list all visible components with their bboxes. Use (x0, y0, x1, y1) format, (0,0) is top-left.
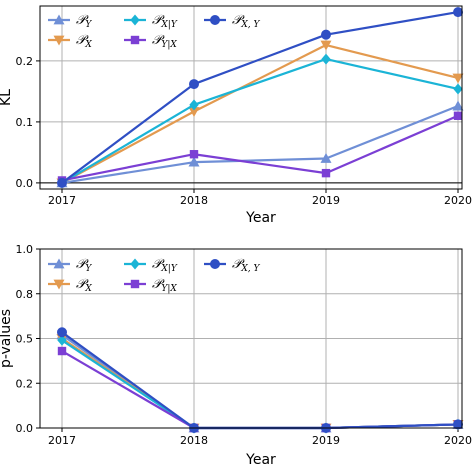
y-tick-label: 0.2 (16, 55, 34, 68)
series-line (61, 57, 459, 184)
data-point (453, 83, 463, 95)
legend-label: 𝒫Y (76, 257, 92, 274)
legend-label: 𝒫X|Y (152, 13, 178, 30)
data-point (189, 79, 199, 90)
data-point (452, 73, 464, 84)
y-tick-label: 0.5 (16, 333, 34, 346)
legend-label: 𝒫X|Y (152, 257, 178, 274)
y-tick-label: 0.8 (16, 288, 34, 301)
series-line (61, 339, 459, 430)
x-tick-label: 2017 (48, 194, 76, 207)
y-tick-label: 0.1 (16, 116, 34, 129)
data-point (57, 327, 67, 338)
legend-swatch-marker (210, 15, 220, 25)
y-tick-label: 0.0 (16, 177, 34, 190)
plot-frame (39, 5, 463, 190)
x-tick-label: 2019 (312, 434, 340, 447)
y-tick-label: 0.0 (16, 422, 34, 435)
data-point (188, 107, 200, 118)
series-line (61, 114, 459, 182)
data-point (321, 168, 331, 178)
legend-label: 𝒫X, Y (232, 13, 261, 30)
data-point (189, 150, 199, 159)
legend-label: 𝒫X (76, 277, 92, 294)
legend-swatch-marker (53, 258, 65, 269)
x-tick-label: 2019 (312, 194, 340, 207)
data-point (57, 334, 67, 346)
data-point (57, 177, 67, 188)
legend-label: 𝒫Y (76, 13, 92, 30)
legend-label: 𝒫Y|X (152, 33, 177, 50)
x-tick-label: 2018 (180, 434, 208, 447)
x-axis-title: Year (245, 452, 276, 468)
legend-swatch-marker (130, 14, 140, 26)
plot-frame (39, 248, 463, 429)
data-point (189, 99, 199, 111)
legend-label: 𝒫X (76, 33, 92, 50)
data-point (188, 156, 200, 167)
y-tick-label: 1.0 (16, 243, 34, 256)
data-point (452, 100, 464, 111)
series-line (61, 105, 459, 184)
data-point (57, 346, 67, 356)
chart-panel-2: 0.0 0.2 0.5 0.8 1.0 2017 2018 2019 2020 Year p-val… (0, 243, 472, 468)
x-axis-title: Year (245, 210, 276, 226)
series-line (61, 43, 459, 184)
legend-swatch-marker (53, 35, 65, 46)
series-line (61, 11, 459, 184)
x-tick-label: 2017 (48, 434, 76, 447)
y-tick-label: 0.2 (16, 377, 34, 390)
series-line (61, 334, 459, 430)
legend-swatch-marker (53, 279, 65, 290)
chart-panel-1: 0.0 0.1 0.2 2017 2018 2019 2020 Year KL 𝒫Y 𝒫X 𝒫X|Y 𝒫… (0, 5, 472, 226)
legend-swatch-marker (130, 35, 140, 45)
data-point (321, 29, 331, 40)
legend-label: 𝒫X, Y (232, 257, 261, 274)
data-point (320, 153, 332, 163)
legend-swatch-marker (130, 279, 140, 289)
y-axis-title: p-values (0, 309, 14, 368)
x-tick-label: 2018 (180, 194, 208, 207)
series-line (61, 350, 459, 430)
data-point (320, 40, 332, 51)
legend-swatch-marker (210, 259, 220, 269)
legend-swatch-marker (130, 258, 140, 270)
data-point (453, 7, 463, 18)
x-tick-label: 2020 (444, 434, 472, 447)
data-point (453, 111, 463, 120)
legend-swatch-marker (53, 14, 65, 25)
y-axis-title: KL (0, 89, 14, 106)
data-point (321, 53, 331, 65)
x-tick-label: 2020 (444, 194, 472, 207)
legend-label: 𝒫Y|X (152, 277, 177, 294)
